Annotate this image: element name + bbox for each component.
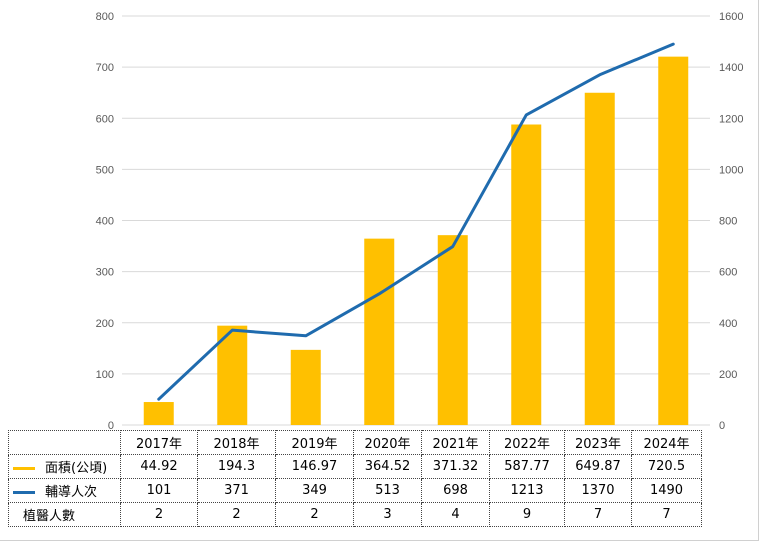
row-label-doctors: 植醫人數 <box>8 502 121 527</box>
table-cell: 1370 <box>564 478 632 503</box>
year-header-cell: 2023年 <box>564 430 632 455</box>
table-cell: 2 <box>197 502 276 527</box>
y-right-tick-label: 1200 <box>719 113 743 125</box>
table-cell: 7 <box>631 502 702 527</box>
data-table: 2017年 2018年 2019年 2020年 2021年 2022年 2023… <box>8 430 702 527</box>
frame-bottom-border <box>0 540 759 541</box>
bar <box>143 402 174 425</box>
table-row-area: 面積(公頃) 44.92 194.3 146.97 364.52 371.32 … <box>8 454 702 479</box>
year-header-cell: 2019年 <box>275 430 354 455</box>
table-header-row: 2017年 2018年 2019年 2020年 2021年 2022年 2023… <box>8 430 702 455</box>
table-cell: 4 <box>421 502 490 527</box>
combo-chart: 0 100 200 300 400 500 600 700 800 0 200 400 600 800 10… <box>96 11 744 430</box>
row-label-text: 植醫人數 <box>23 509 76 524</box>
table-cell: 649.87 <box>564 454 632 479</box>
table-cell: 371 <box>197 478 276 503</box>
table-cell: 349 <box>275 478 354 503</box>
line-series <box>157 42 675 401</box>
line-legend-swatch <box>13 491 35 494</box>
bar <box>511 124 542 425</box>
y-right-tick-label: 0 <box>719 420 725 430</box>
table-cell: 44.92 <box>120 454 198 479</box>
table-cell: 146.97 <box>275 454 354 479</box>
y-left-tick-label: 500 <box>96 164 114 176</box>
y-left-tick-label: 700 <box>96 62 114 74</box>
bar <box>658 56 689 425</box>
row-label-visits: 輔導人次 <box>8 478 121 503</box>
row-label-area: 面積(公頃) <box>8 454 121 479</box>
table-cell: 3 <box>353 502 422 527</box>
bar-legend-swatch <box>13 467 35 470</box>
table-cell: 1490 <box>631 478 702 503</box>
frame-right-border <box>758 0 759 540</box>
table-cell: 371.32 <box>421 454 490 479</box>
table-cell: 2 <box>275 502 354 527</box>
year-header-cell: 2020年 <box>353 430 422 455</box>
table-corner-cell <box>8 430 121 455</box>
table-cell: 364.52 <box>353 454 422 479</box>
y-right-tick-label: 800 <box>719 216 737 228</box>
year-header-cell: 2017年 <box>120 430 198 455</box>
y-right-tick-label: 200 <box>719 369 737 381</box>
year-header-cell: 2022年 <box>489 430 565 455</box>
y-left-tick-label: 800 <box>96 11 114 23</box>
y-left-tick-label: 400 <box>96 216 114 228</box>
y-right-tick-label: 600 <box>719 267 737 279</box>
y-left-tick-label: 300 <box>96 267 114 279</box>
bar <box>290 349 321 425</box>
y-left-tick-label: 100 <box>96 369 114 381</box>
y-left-tick-label: 0 <box>108 420 114 430</box>
year-header-cell: 2024年 <box>631 430 702 455</box>
bar <box>364 238 395 425</box>
y-right-tick-label: 1400 <box>719 62 743 74</box>
table-cell: 513 <box>353 478 422 503</box>
table-cell: 194.3 <box>197 454 276 479</box>
table-cell: 9 <box>489 502 565 527</box>
row-label-text: 面積(公頃) <box>45 461 108 476</box>
table-cell: 720.5 <box>631 454 702 479</box>
row-label-text: 輔導人次 <box>45 485 98 500</box>
y-right-tick-label: 1600 <box>719 11 743 23</box>
table-row-doctors: 植醫人數 2 2 2 3 4 9 7 7 <box>8 502 702 527</box>
bar <box>437 235 468 425</box>
table-cell: 2 <box>120 502 198 527</box>
y-left-tick-label: 600 <box>96 113 114 125</box>
bar <box>217 325 248 425</box>
bar <box>584 92 615 425</box>
table-row-visits: 輔導人次 101 371 349 513 698 1213 1370 1490 <box>8 478 702 503</box>
y-left-tick-label: 200 <box>96 318 114 330</box>
table-cell: 7 <box>564 502 632 527</box>
year-header-cell: 2018年 <box>197 430 276 455</box>
y-right-tick-label: 400 <box>719 318 737 330</box>
table-cell: 698 <box>421 478 490 503</box>
year-header-cell: 2021年 <box>421 430 490 455</box>
y-right-tick-label: 1000 <box>719 164 743 176</box>
table-cell: 101 <box>120 478 198 503</box>
table-cell: 1213 <box>489 478 565 503</box>
table-cell: 587.77 <box>489 454 565 479</box>
